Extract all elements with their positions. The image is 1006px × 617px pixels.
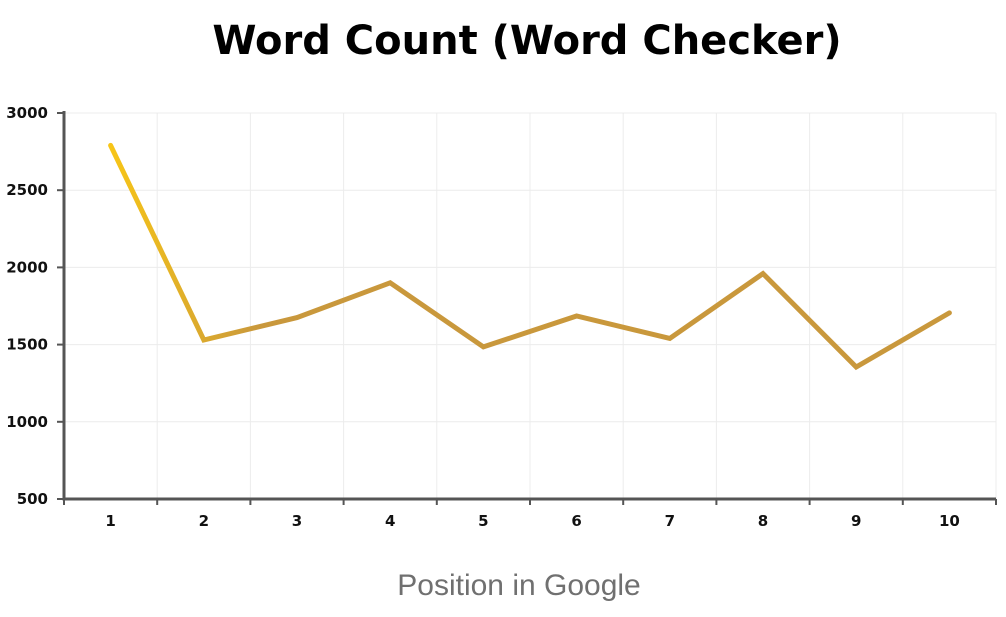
y-tick-label: 500 (17, 490, 48, 508)
x-tick-label: 2 (199, 512, 209, 530)
y-tick-label: 3000 (6, 104, 48, 122)
y-tick-label: 2000 (6, 258, 48, 276)
x-tick-label: 10 (939, 512, 960, 530)
x-tick-label: 3 (292, 512, 302, 530)
y-tick-label: 1500 (6, 336, 48, 354)
x-axis-title: Position in Google (397, 569, 641, 602)
axes: 500 1000 1500 2000 2500 3000 1 2 3 4 5 6 7 8 9 10 (6, 104, 997, 530)
x-tick-label: 9 (851, 512, 861, 530)
x-tick-label: 4 (385, 512, 395, 530)
y-tick-label: 1000 (6, 413, 48, 431)
y-tick-label: 2500 (6, 181, 48, 199)
x-tick-label: 5 (478, 512, 488, 530)
chart-title: Word Count (Word Checker) (212, 18, 841, 64)
x-tick-label: 1 (105, 512, 115, 530)
series (108, 142, 952, 371)
series-line (108, 142, 952, 371)
grid (64, 112, 997, 499)
x-tick-label: 6 (571, 512, 581, 530)
x-tick-label: 8 (758, 512, 768, 530)
x-tick-label: 7 (665, 512, 675, 530)
